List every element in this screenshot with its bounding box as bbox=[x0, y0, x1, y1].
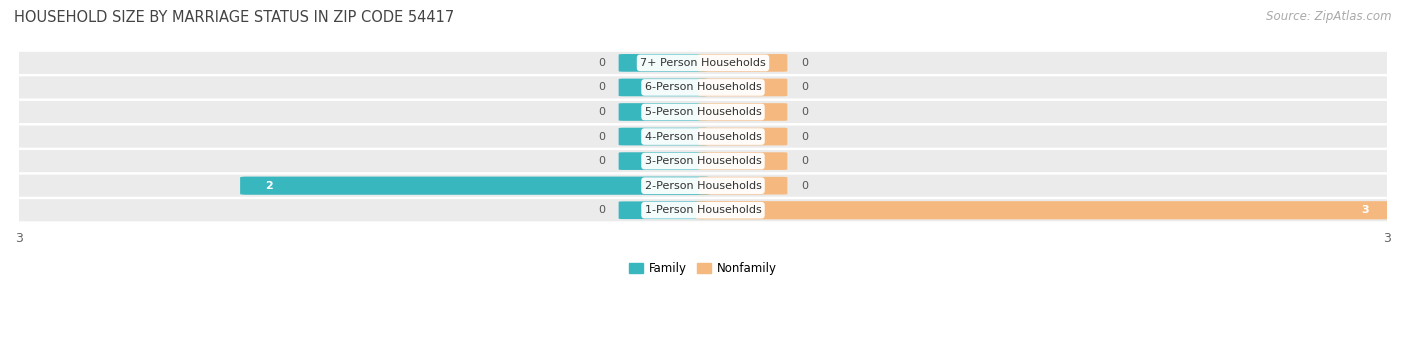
FancyBboxPatch shape bbox=[10, 52, 1396, 74]
Text: 0: 0 bbox=[598, 132, 605, 142]
FancyBboxPatch shape bbox=[10, 199, 1396, 221]
FancyBboxPatch shape bbox=[696, 201, 1393, 219]
Text: 1-Person Households: 1-Person Households bbox=[644, 205, 762, 215]
FancyBboxPatch shape bbox=[619, 128, 707, 145]
FancyBboxPatch shape bbox=[699, 128, 787, 145]
Text: 0: 0 bbox=[801, 58, 808, 68]
Text: 0: 0 bbox=[598, 156, 605, 166]
FancyBboxPatch shape bbox=[619, 103, 707, 121]
Text: 0: 0 bbox=[801, 132, 808, 142]
Text: 0: 0 bbox=[598, 83, 605, 92]
Text: HOUSEHOLD SIZE BY MARRIAGE STATUS IN ZIP CODE 54417: HOUSEHOLD SIZE BY MARRIAGE STATUS IN ZIP… bbox=[14, 10, 454, 25]
FancyBboxPatch shape bbox=[10, 101, 1396, 123]
FancyBboxPatch shape bbox=[699, 103, 787, 121]
FancyBboxPatch shape bbox=[619, 152, 707, 170]
FancyBboxPatch shape bbox=[240, 177, 710, 195]
Text: 0: 0 bbox=[801, 181, 808, 191]
Legend: Family, Nonfamily: Family, Nonfamily bbox=[624, 257, 782, 280]
Text: 4-Person Households: 4-Person Households bbox=[644, 132, 762, 142]
Text: 0: 0 bbox=[801, 156, 808, 166]
Text: 0: 0 bbox=[801, 107, 808, 117]
FancyBboxPatch shape bbox=[10, 175, 1396, 197]
Text: 7+ Person Households: 7+ Person Households bbox=[640, 58, 766, 68]
Text: 0: 0 bbox=[598, 58, 605, 68]
Text: 2: 2 bbox=[266, 181, 273, 191]
FancyBboxPatch shape bbox=[619, 202, 707, 219]
Text: 5-Person Households: 5-Person Households bbox=[644, 107, 762, 117]
Text: 0: 0 bbox=[598, 205, 605, 215]
Text: 0: 0 bbox=[598, 107, 605, 117]
FancyBboxPatch shape bbox=[699, 177, 787, 194]
FancyBboxPatch shape bbox=[699, 152, 787, 170]
FancyBboxPatch shape bbox=[699, 54, 787, 72]
Text: Source: ZipAtlas.com: Source: ZipAtlas.com bbox=[1267, 10, 1392, 23]
FancyBboxPatch shape bbox=[619, 54, 707, 72]
FancyBboxPatch shape bbox=[10, 125, 1396, 148]
Text: 6-Person Households: 6-Person Households bbox=[644, 83, 762, 92]
FancyBboxPatch shape bbox=[10, 76, 1396, 99]
FancyBboxPatch shape bbox=[619, 78, 707, 96]
Text: 3: 3 bbox=[1361, 205, 1369, 215]
FancyBboxPatch shape bbox=[699, 78, 787, 96]
Text: 3-Person Households: 3-Person Households bbox=[644, 156, 762, 166]
Text: 2-Person Households: 2-Person Households bbox=[644, 181, 762, 191]
Text: 0: 0 bbox=[801, 83, 808, 92]
FancyBboxPatch shape bbox=[10, 150, 1396, 172]
